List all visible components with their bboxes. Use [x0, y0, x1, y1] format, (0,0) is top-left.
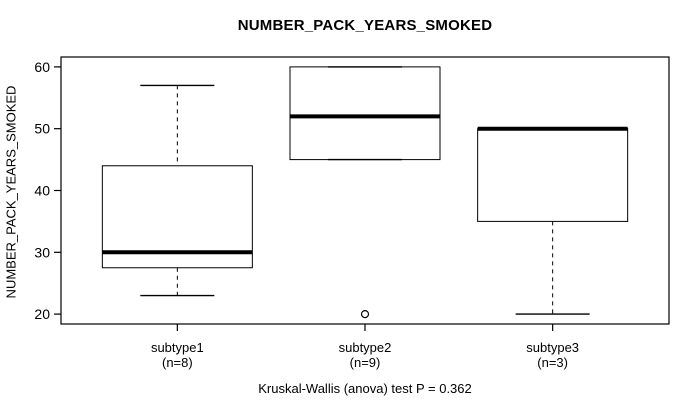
- x-group-sublabel: (n=9): [350, 355, 381, 370]
- x-group-label: subtype2: [339, 340, 392, 355]
- outlier-point: [360, 310, 370, 319]
- y-tick-label: 60: [34, 59, 50, 75]
- x-group-sublabel: (n=3): [537, 355, 568, 370]
- y-tick-label: 50: [34, 121, 50, 137]
- chart-title: NUMBER_PACK_YEARS_SMOKED: [237, 17, 493, 34]
- x-group-label: subtype1: [151, 340, 204, 355]
- y-tick-label: 30: [34, 244, 50, 260]
- x-group-sublabel: (n=8): [162, 355, 193, 370]
- x-group-label: subtype3: [526, 340, 579, 355]
- iqr-box: [289, 66, 441, 161]
- y-tick-label: 40: [34, 183, 50, 199]
- stat-test-annotation: Kruskal-Wallis (anova) test P = 0.362: [258, 381, 472, 396]
- iqr-box: [477, 128, 629, 222]
- y-tick-label: 20: [34, 306, 50, 322]
